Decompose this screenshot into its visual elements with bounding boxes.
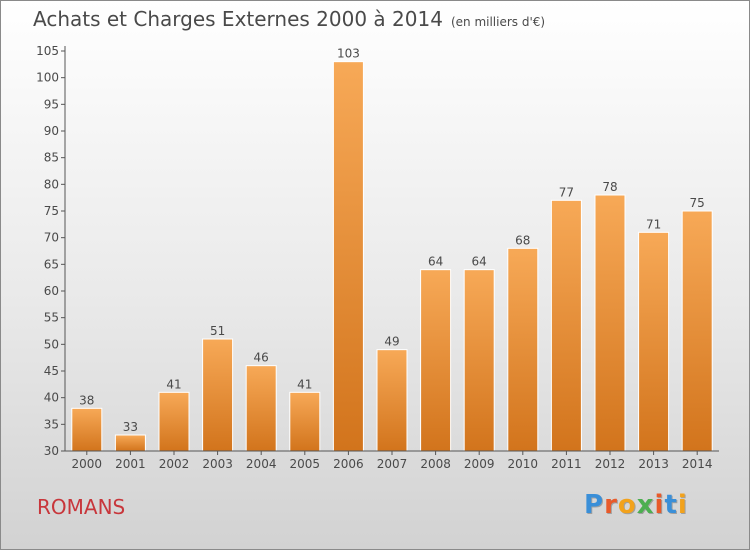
y-tick-label: 55 <box>44 311 59 325</box>
y-tick-label: 65 <box>44 257 59 271</box>
bar <box>202 338 234 452</box>
x-tick-label: 2003 <box>202 457 233 471</box>
bar <box>158 391 190 452</box>
y-tick-label: 105 <box>36 44 59 58</box>
y-tick-label: 30 <box>44 444 59 458</box>
data-label: 46 <box>254 351 269 365</box>
y-axis: 30 35 40 45 50 55 60 65 70 75 80 85 90 95 100 105 <box>36 44 66 458</box>
data-label: 78 <box>602 180 617 194</box>
data-label: 33 <box>123 420 138 434</box>
bar <box>463 269 495 452</box>
y-tick-label: 80 <box>44 177 59 191</box>
y-tick-label: 70 <box>44 231 59 245</box>
logo-letter: o <box>617 490 637 520</box>
bar <box>71 407 103 452</box>
bar <box>376 349 408 452</box>
x-tick-label: 2004 <box>246 457 277 471</box>
data-label: 41 <box>297 377 312 391</box>
x-tick-label: 2008 <box>420 457 451 471</box>
y-tick-label: 40 <box>44 391 59 405</box>
data-label: 64 <box>472 255 487 269</box>
chart-subtitle: (en milliers d'€) <box>450 15 546 29</box>
bar <box>289 391 321 452</box>
bar <box>638 231 670 452</box>
data-label: 68 <box>515 233 530 247</box>
y-tick-label: 50 <box>44 337 59 351</box>
y-tick-label: 75 <box>44 204 59 218</box>
data-label: 49 <box>384 335 399 349</box>
x-tick-label: 2007 <box>377 457 408 471</box>
bar <box>550 199 582 452</box>
y-tick-label: 60 <box>44 284 59 298</box>
bar <box>114 434 146 452</box>
x-tick-label: 2014 <box>682 457 713 471</box>
logo-letter: P <box>584 490 605 520</box>
y-tick-label: 95 <box>44 97 59 111</box>
x-axis: 2000 2001 2002 2003 2004 2005 2006 2007 2008 2009… <box>65 450 719 471</box>
bar <box>332 61 364 452</box>
bar <box>507 247 539 452</box>
x-tick-label: 2013 <box>638 457 669 471</box>
bar <box>681 210 713 452</box>
logo-letter: i <box>677 490 688 520</box>
x-tick-label: 2006 <box>333 457 364 471</box>
bar <box>420 269 452 452</box>
data-label: 103 <box>337 47 360 61</box>
bars: 38 33 41 51 46 41 103 49 64 64 68 77 78 71 75 <box>71 47 713 452</box>
x-tick-label: 2005 <box>290 457 321 471</box>
data-label: 41 <box>166 377 181 391</box>
proxiti-logo: Proxiti <box>584 490 688 520</box>
x-tick-label: 2009 <box>464 457 495 471</box>
data-label: 71 <box>646 217 661 231</box>
logo-letter: i <box>654 490 665 520</box>
x-tick-label: 2011 <box>551 457 582 471</box>
logo-letter: r <box>604 490 618 520</box>
chart-title: Achats et Charges Externes 2000 à 2014 <box>33 7 443 31</box>
logo-letter: t <box>664 490 678 520</box>
x-tick-label: 2001 <box>115 457 146 471</box>
data-label: 51 <box>210 324 225 338</box>
bar <box>594 194 626 452</box>
x-tick-label: 2012 <box>595 457 626 471</box>
x-tick-label: 2000 <box>72 457 103 471</box>
y-tick-label: 45 <box>44 364 59 378</box>
y-tick-label: 35 <box>44 417 59 431</box>
logo-letter: x <box>636 490 655 520</box>
data-label: 64 <box>428 255 443 269</box>
data-label: 38 <box>79 393 94 407</box>
y-tick-label: 100 <box>36 71 59 85</box>
x-tick-label: 2002 <box>159 457 190 471</box>
bar <box>245 365 277 452</box>
data-label: 77 <box>559 185 574 199</box>
y-tick-label: 85 <box>44 151 59 165</box>
y-tick-label: 90 <box>44 124 59 138</box>
city-name: ROMANS <box>37 495 126 519</box>
data-label: 75 <box>690 196 705 210</box>
chart-title-line: Achats et Charges Externes 2000 à 2014 (e… <box>33 7 545 31</box>
x-tick-label: 2010 <box>508 457 539 471</box>
